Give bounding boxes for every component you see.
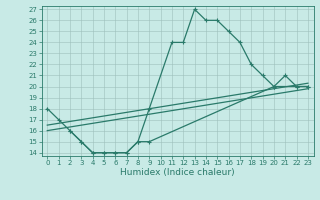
X-axis label: Humidex (Indice chaleur): Humidex (Indice chaleur) bbox=[120, 168, 235, 177]
